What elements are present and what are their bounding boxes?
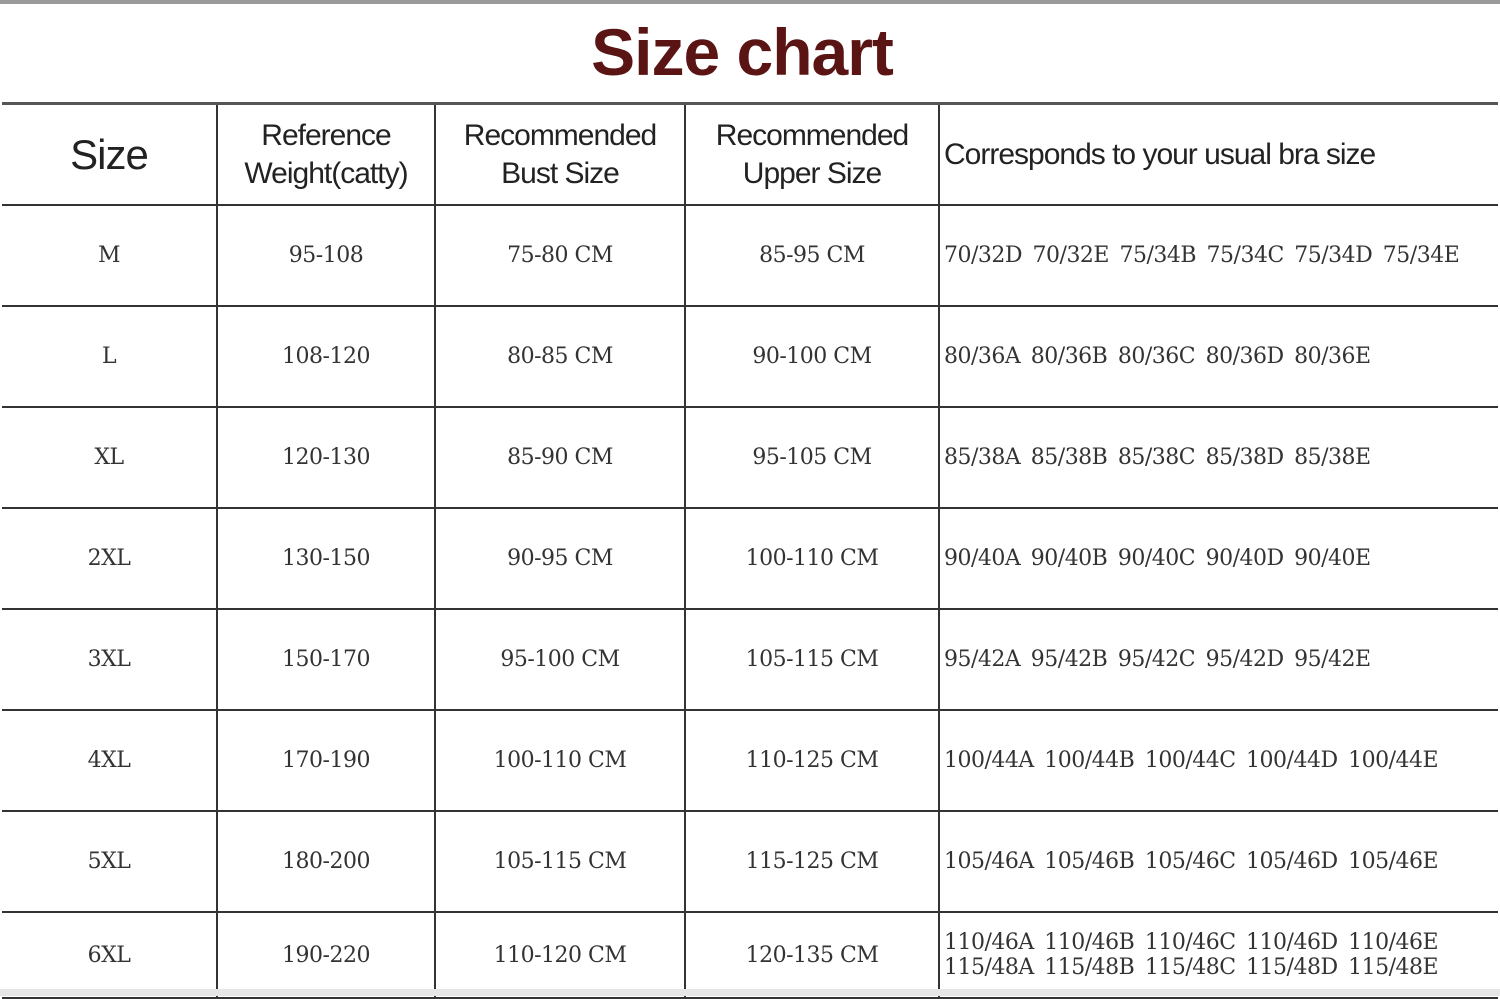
cell-bra: 70/32D 70/32E 75/34B 75/34C 75/34D 75/34… [938,204,1498,307]
bra-size-line: 80/36A 80/36B 80/36C 80/36D 80/36E [944,344,1371,369]
cell-upper: 105-115 CM [684,608,940,711]
cell-bust: 80-85 CM [434,305,686,408]
cell-size: 5XL [2,810,218,913]
cell-size: 6XL [2,911,218,999]
bra-size-line: 90/40A 90/40B 90/40C 90/40D 90/40E [944,546,1371,571]
cell-weight: 130-150 [216,507,436,610]
bra-size-line: 110/46A 110/46B 110/46C 110/46D 110/46E [944,930,1439,955]
header-weight-line2: Weight(catty) [244,156,408,190]
cell-upper: 85-95 CM [684,204,940,307]
cell-bra: 80/36A 80/36B 80/36C 80/36D 80/36E [938,305,1498,408]
header-weight: Reference Weight(catty) [216,102,436,206]
bra-size-line: 105/46A 105/46B 105/46C 105/46D 105/46E [944,849,1439,874]
cell-weight: 95-108 [216,204,436,307]
cell-bra: 95/42A 95/42B 95/42C 95/42D 95/42E [938,608,1498,711]
bra-size-line: 100/44A 100/44B 100/44C 100/44D 100/44E [944,748,1439,773]
header-upper-line1: Recommended [715,118,909,152]
table-row: 3XL 150-170 95-100 CM 105-115 CM 95/42A 95/4… [2,608,1498,711]
cell-upper: 100-110 CM [684,507,940,610]
cell-bust: 75-80 CM [434,204,686,307]
header-bust: Recommended Bust Size [434,102,686,206]
bra-size-line: 85/38A 85/38B 85/38C 85/38D 85/38E [944,445,1371,470]
table-body: M 95-108 75-80 CM 85-95 CM 70/32D 70/32E 75/… [2,204,1498,999]
cell-bust: 90-95 CM [434,507,686,610]
cell-upper: 115-125 CM [684,810,940,913]
cell-size: M [2,204,218,307]
cell-bust: 105-115 CM [434,810,686,913]
header-bust-line1: Recommended [463,118,657,152]
bra-size-line: 115/48A 115/48B 115/48C 115/48D 115/48E [944,955,1439,980]
table-row: 2XL 130-150 90-95 CM 100-110 CM 90/40A 90/40… [2,507,1498,610]
cell-bra: 90/40A 90/40B 90/40C 90/40D 90/40E [938,507,1498,610]
cell-upper: 90-100 CM [684,305,940,408]
table-row: 5XL 180-200 105-115 CM 115-125 CM 105/46A 10… [2,810,1498,913]
cell-bra: 85/38A 85/38B 85/38C 85/38D 85/38E [938,406,1498,509]
cell-bust: 110-120 CM [434,911,686,999]
header-size: Size [2,102,218,206]
table-row: M 95-108 75-80 CM 85-95 CM 70/32D 70/32E 75/… [2,204,1498,307]
cell-size: 2XL [2,507,218,610]
cell-size: 4XL [2,709,218,812]
cell-bra: 105/46A 105/46B 105/46C 105/46D 105/46E [938,810,1498,913]
bra-size-line: 95/42A 95/42B 95/42C 95/42D 95/42E [944,647,1371,672]
cell-weight: 150-170 [216,608,436,711]
header-upper: Recommended Upper Size [684,102,940,206]
header-bra: Corresponds to your usual bra size [938,102,1498,206]
size-table: Size Reference Weight(catty) Recommended B… [2,102,1498,999]
table-row: XL 120-130 85-90 CM 95-105 CM 85/38A 85/38B … [2,406,1498,509]
bottom-border [0,989,1500,996]
cell-size: 3XL [2,608,218,711]
header-weight-line1: Reference [261,118,391,152]
table-row: 4XL 170-190 100-110 CM 110-125 CM 100/44A 10… [2,709,1498,812]
page-title: Size chart [591,15,894,89]
table-row: 6XL 190-220 110-120 CM 120-135 CM 110/46A 11… [2,911,1498,999]
bra-size-line: 70/32D 70/32E 75/34B 75/34C 75/34D 75/34… [944,243,1460,268]
table-row: L 108-120 80-85 CM 90-100 CM 80/36A 80/36B 8… [2,305,1498,408]
cell-weight: 170-190 [216,709,436,812]
cell-bra: 100/44A 100/44B 100/44C 100/44D 100/44E [938,709,1498,812]
cell-upper: 110-125 CM [684,709,940,812]
cell-upper: 95-105 CM [684,406,940,509]
header-bust-line2: Bust Size [501,156,620,190]
cell-bust: 100-110 CM [434,709,686,812]
cell-bra: 110/46A 110/46B 110/46C 110/46D 110/46E 1… [938,911,1498,999]
cell-weight: 180-200 [216,810,436,913]
header-upper-line2: Upper Size [742,156,882,190]
cell-upper: 120-135 CM [684,911,940,999]
cell-weight: 108-120 [216,305,436,408]
cell-size: L [2,305,218,408]
cell-bust: 95-100 CM [434,608,686,711]
top-border [0,0,1500,4]
cell-weight: 190-220 [216,911,436,999]
cell-bust: 85-90 CM [434,406,686,509]
header-row: Size Reference Weight(catty) Recommended B… [2,102,1498,206]
cell-weight: 120-130 [216,406,436,509]
cell-size: XL [2,406,218,509]
